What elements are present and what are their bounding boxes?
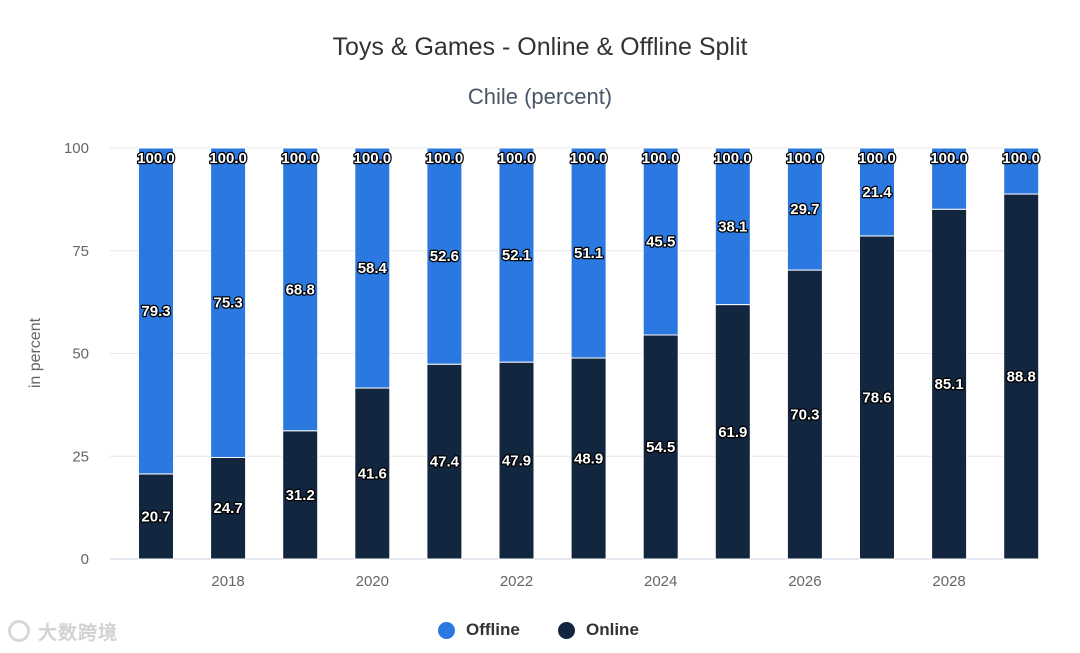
y-axis-title: in percent — [27, 317, 44, 388]
data-label-offline-2019: 68.8 — [286, 281, 315, 298]
y-tick-label-75: 75 — [72, 243, 89, 260]
data-label-offline-2025: 38.1 — [718, 218, 747, 235]
bar-offline-2024 — [642, 147, 679, 336]
data-label-total-2022: 100.0 — [498, 150, 536, 167]
data-label-total-2018: 100.0 — [209, 150, 247, 167]
watermark-text: 大数跨境 — [38, 622, 119, 644]
data-label-total-2019: 100.0 — [281, 150, 319, 167]
legend-label-offline: Offline — [466, 620, 520, 639]
legend-item-offline[interactable]: Offline — [438, 618, 520, 642]
y-tick-label-50: 50 — [72, 346, 89, 363]
bar-offline-2026 — [786, 147, 823, 271]
chart-subtitle: Chile (percent) — [467, 84, 613, 109]
x-tick-label-2020: 2020 — [356, 573, 389, 590]
bar-online-2017 — [138, 473, 174, 560]
data-label-offline-2024: 45.5 — [646, 234, 675, 251]
data-label-offline-2022: 52.1 — [502, 247, 531, 264]
legend-dot-offline-icon — [438, 621, 455, 639]
data-label-online-2022: 47.9 — [502, 453, 531, 470]
chart-title: Toys & Games - Online & Offline Split — [332, 33, 748, 61]
bar-offline-2027 — [859, 147, 895, 237]
data-label-total-2025: 100.0 — [714, 150, 752, 167]
data-label-total-2020: 100.0 — [354, 150, 392, 167]
bar-online-2018 — [210, 456, 247, 560]
data-label-online-2021: 47.4 — [430, 454, 460, 471]
chart-legend: Offline Online — [0, 618, 1080, 642]
bar-offline-2028 — [931, 147, 968, 210]
bar-offline-2017 — [138, 147, 174, 475]
data-label-online-2020: 41.6 — [358, 466, 387, 483]
bar-offline-2025 — [714, 147, 751, 306]
data-label-online-2018: 24.7 — [213, 500, 242, 517]
data-label-online-2028: 85.1 — [934, 376, 963, 393]
data-label-online-2023: 48.9 — [574, 451, 603, 468]
bar-offline-2029 — [1003, 147, 1040, 195]
watermark: 大数跨境 — [8, 616, 118, 646]
bar-online-2022 — [498, 361, 535, 560]
data-label-online-2019: 31.2 — [286, 487, 315, 504]
data-label-total-2026: 100.0 — [786, 150, 824, 167]
bar-offline-2023 — [570, 147, 607, 359]
data-label-offline-2018: 75.3 — [213, 295, 242, 312]
data-label-offline-2021: 52.6 — [430, 248, 459, 265]
x-tick-label-2024: 2024 — [644, 573, 677, 590]
legend-item-online[interactable]: Online — [558, 618, 639, 642]
bar-online-2023 — [570, 357, 607, 560]
bar-online-2021 — [426, 363, 463, 560]
data-label-online-2024: 54.5 — [646, 439, 675, 456]
bar-offline-2022 — [498, 147, 535, 363]
bar-online-2027 — [859, 235, 895, 560]
bar-offline-2021 — [426, 147, 463, 365]
x-tick-label-2022: 2022 — [500, 573, 533, 590]
watermark-logo-icon — [8, 620, 30, 642]
data-label-online-2025: 61.9 — [718, 424, 747, 441]
data-label-online-2026: 70.3 — [790, 407, 819, 424]
y-tick-label-25: 25 — [72, 448, 89, 465]
data-label-total-2028: 100.0 — [930, 150, 968, 167]
data-label-online-2029: 88.8 — [1007, 369, 1036, 386]
bar-offline-2019 — [282, 147, 319, 432]
data-label-online-2017: 20.7 — [141, 508, 170, 525]
data-label-offline-2017: 79.3 — [141, 303, 170, 320]
x-tick-label-2026: 2026 — [788, 573, 821, 590]
y-tick-label-100: 100 — [64, 140, 89, 157]
x-tick-label-2028: 2028 — [932, 573, 965, 590]
bar-online-2024 — [642, 334, 679, 560]
bar-online-2019 — [282, 430, 319, 560]
bar-offline-2020 — [354, 147, 391, 389]
data-label-total-2023: 100.0 — [570, 150, 608, 167]
data-label-offline-2026: 29.7 — [790, 201, 819, 218]
data-label-offline-2023: 51.1 — [574, 245, 603, 262]
data-label-offline-2027: 21.4 — [862, 184, 892, 201]
data-label-total-2024: 100.0 — [642, 150, 680, 167]
data-label-total-2017: 100.0 — [137, 150, 175, 167]
x-tick-label-2018: 2018 — [211, 573, 244, 590]
y-tick-label-0: 0 — [81, 551, 89, 568]
data-label-total-2027: 100.0 — [858, 150, 896, 167]
legend-dot-online-icon — [558, 621, 575, 639]
bar-offline-2018 — [210, 147, 247, 458]
legend-label-online: Online — [586, 620, 639, 639]
bar-online-2029 — [1003, 193, 1040, 560]
data-label-online-2027: 78.6 — [862, 389, 891, 406]
data-label-total-2021: 100.0 — [426, 150, 464, 167]
bar-online-2026 — [786, 269, 823, 560]
bar-online-2028 — [931, 208, 968, 560]
data-label-total-2029: 100.0 — [1002, 150, 1040, 167]
data-label-offline-2020: 58.4 — [358, 260, 388, 277]
